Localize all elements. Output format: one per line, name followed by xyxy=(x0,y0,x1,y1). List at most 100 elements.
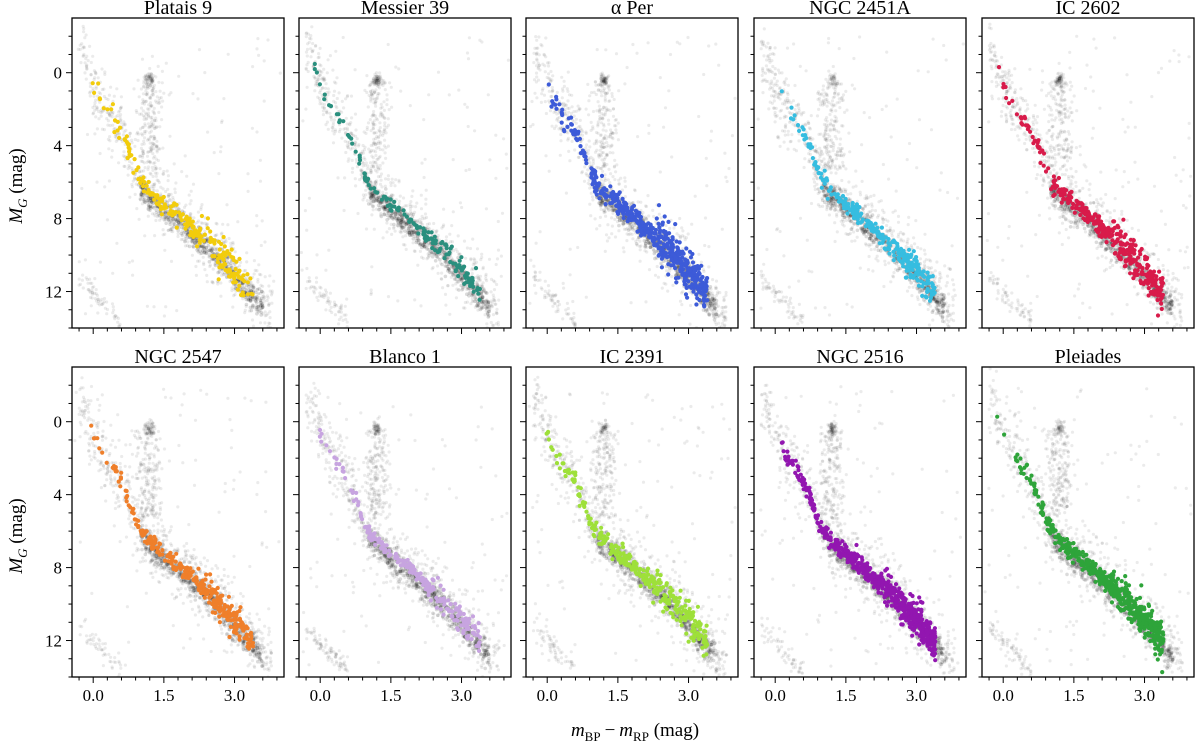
field-star xyxy=(671,283,675,287)
field-star xyxy=(217,172,221,176)
field-star xyxy=(229,244,233,248)
field-star xyxy=(603,94,607,98)
field-star xyxy=(314,276,319,280)
field-star xyxy=(403,204,407,208)
field-star xyxy=(556,300,560,304)
field-star xyxy=(324,268,328,272)
field-star xyxy=(93,70,97,74)
cluster-member-point xyxy=(126,142,131,147)
field-star xyxy=(369,90,373,94)
field-star xyxy=(376,84,380,89)
field-star xyxy=(443,292,448,296)
field-star xyxy=(704,309,708,313)
field-star xyxy=(84,77,88,81)
field-star xyxy=(93,76,97,80)
field-star xyxy=(419,220,423,224)
field-star xyxy=(536,46,540,50)
field-star xyxy=(602,76,606,80)
field-star xyxy=(143,124,147,128)
field-star xyxy=(371,160,375,164)
field-star xyxy=(615,163,619,167)
field-star xyxy=(482,289,486,293)
field-star xyxy=(644,204,648,208)
field-star xyxy=(260,289,264,294)
field-star xyxy=(399,89,403,93)
field-star xyxy=(447,270,451,274)
field-star xyxy=(680,303,684,307)
field-star xyxy=(443,264,447,268)
field-star xyxy=(130,182,134,187)
field-star xyxy=(615,220,620,224)
field-star xyxy=(199,205,203,209)
field-star xyxy=(562,84,567,88)
field-star xyxy=(188,212,192,216)
field-star xyxy=(602,79,606,83)
field-star xyxy=(399,226,404,230)
field-star xyxy=(600,139,604,143)
field-star xyxy=(409,224,414,229)
field-star xyxy=(714,286,718,291)
field-star xyxy=(328,302,332,306)
field-star xyxy=(604,145,608,149)
field-star xyxy=(105,218,109,222)
field-star xyxy=(210,258,214,262)
field-star xyxy=(577,125,581,129)
field-star xyxy=(372,109,376,114)
field-star xyxy=(370,265,374,269)
field-star xyxy=(621,221,626,226)
field-star xyxy=(602,211,606,215)
field-star xyxy=(267,302,271,306)
panel-title: Platais 9 xyxy=(144,0,212,19)
field-star xyxy=(458,277,462,282)
field-star xyxy=(470,299,474,303)
field-star xyxy=(645,250,649,254)
cluster-member-point xyxy=(363,174,368,179)
field-star xyxy=(383,81,387,85)
field-star xyxy=(467,291,471,295)
cluster-member-point xyxy=(199,213,204,219)
field-star xyxy=(600,76,604,80)
field-star xyxy=(529,124,533,129)
field-star xyxy=(532,61,536,65)
field-star xyxy=(103,306,107,310)
field-star xyxy=(147,72,151,76)
field-star xyxy=(600,198,604,202)
field-star xyxy=(149,129,153,133)
field-star xyxy=(260,305,265,310)
field-star xyxy=(473,275,477,280)
field-star xyxy=(326,93,330,97)
field-star xyxy=(595,227,599,231)
field-star xyxy=(533,274,538,278)
cluster-member-point xyxy=(233,266,238,272)
field-star xyxy=(100,302,104,307)
field-star xyxy=(354,134,358,138)
field-star xyxy=(711,311,715,316)
field-star xyxy=(262,296,266,301)
field-star xyxy=(375,75,379,79)
field-star xyxy=(81,286,85,290)
field-star xyxy=(620,188,625,192)
cluster-member-point xyxy=(428,236,433,241)
field-star xyxy=(604,80,608,84)
field-star xyxy=(251,285,255,289)
field-star xyxy=(117,110,121,114)
field-star xyxy=(142,99,146,103)
field-star xyxy=(454,282,458,286)
field-star xyxy=(591,198,595,202)
field-star xyxy=(99,111,103,115)
field-star xyxy=(716,290,720,294)
field-star xyxy=(407,231,412,235)
field-star xyxy=(551,88,555,92)
field-star xyxy=(119,113,123,117)
field-star xyxy=(533,46,537,50)
field-star xyxy=(460,287,465,291)
field-star xyxy=(84,276,88,280)
field-star xyxy=(263,321,267,325)
field-star xyxy=(115,87,119,91)
field-star xyxy=(310,25,314,29)
field-star xyxy=(251,303,255,308)
field-star xyxy=(154,119,158,123)
field-star xyxy=(374,96,378,101)
field-star xyxy=(217,270,222,274)
field-star xyxy=(196,97,200,101)
